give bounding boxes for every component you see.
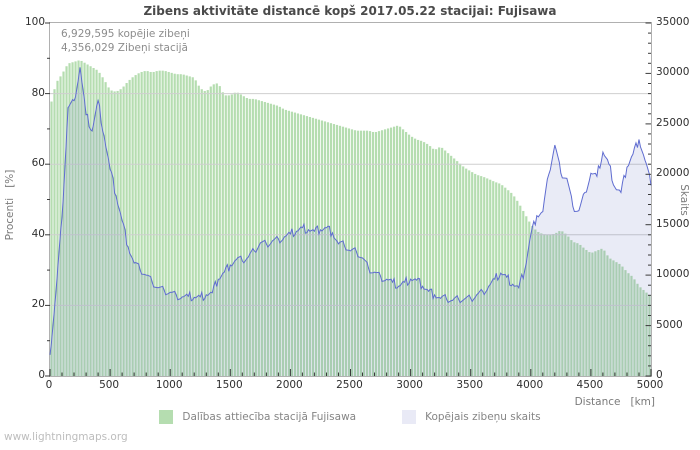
- legend-label-total-count: Kopējais zibeņu skaits: [425, 411, 541, 423]
- chart-canvas: [45, 22, 652, 377]
- right-axis-tick-label: 20000: [656, 167, 690, 180]
- right-axis-tick-label: 5000: [656, 318, 683, 331]
- right-axis-tick-label: 10000: [656, 268, 690, 281]
- total-count-area: [50, 67, 651, 376]
- legend-label-station-ratio: Dalības attiecība stacijā Fujisawa: [182, 411, 357, 423]
- annotation-station-strikes: 4,356,029 Zibeņi stacijā: [61, 42, 188, 54]
- right-axis-tick-label: 25000: [656, 116, 690, 129]
- right-axis-tick-label: 0: [656, 369, 663, 381]
- left-axis-tick-label: 60: [31, 157, 45, 170]
- x-axis-tick-label: 2000: [276, 379, 303, 391]
- right-axis-tick-label: 35000: [656, 16, 690, 28]
- left-axis-tick-label: 40: [31, 227, 45, 240]
- legend-item-station-ratio: Dalības attiecība stacijā Fujisawa: [159, 410, 356, 424]
- annotation-total-strikes: 6,929,595 kopējie zibeņi: [61, 28, 190, 40]
- x-axis-tick-label: 3500: [456, 379, 484, 391]
- x-axis-tick-label: 1000: [155, 379, 183, 391]
- plot-area: [45, 22, 652, 377]
- x-axis-tick-label: 500: [99, 379, 120, 391]
- legend-swatch-green: [159, 410, 174, 424]
- left-axis-tick-label: 100: [24, 16, 45, 28]
- x-axis-tick-label: 4000: [516, 379, 544, 391]
- legend-item-total-count: Kopējais zibeņu skaits: [402, 410, 541, 424]
- left-axis-tick-label: 80: [31, 86, 45, 99]
- x-axis-title: Distance [km]: [574, 396, 655, 408]
- station-ratio-bars: [50, 60, 651, 377]
- x-axis-tick-label: 1500: [215, 379, 243, 391]
- left-axis-tick-label: 20: [31, 298, 45, 311]
- x-axis-tick-label: 0: [45, 379, 53, 391]
- total-count-line: [49, 67, 652, 355]
- left-axis-tick-label: 0: [38, 369, 45, 381]
- legend: Dalības attiecība stacijā Fujisawa Kopēj…: [0, 410, 700, 424]
- chart-title: Zibens aktivitāte distancē kopš 2017.05.…: [143, 4, 557, 18]
- x-axis-tick-label: 2500: [336, 379, 363, 391]
- watermark: www.lightningmaps.org: [4, 431, 128, 443]
- right-axis-tick-label: 15000: [656, 217, 690, 230]
- right-axis-title: Skaits: [678, 184, 690, 216]
- x-axis-tick-label: 4500: [576, 379, 604, 391]
- legend-swatch-lavender: [402, 410, 417, 424]
- x-axis-tick-label: 5000: [636, 379, 664, 391]
- tick-marks: [45, 22, 652, 377]
- right-axis-tick-label: 30000: [656, 66, 690, 79]
- x-axis-tick-label: 3000: [396, 379, 423, 391]
- annotation-block: 6,929,595 kopējie zibeņi 4,356,029 Zibeņ…: [61, 27, 190, 55]
